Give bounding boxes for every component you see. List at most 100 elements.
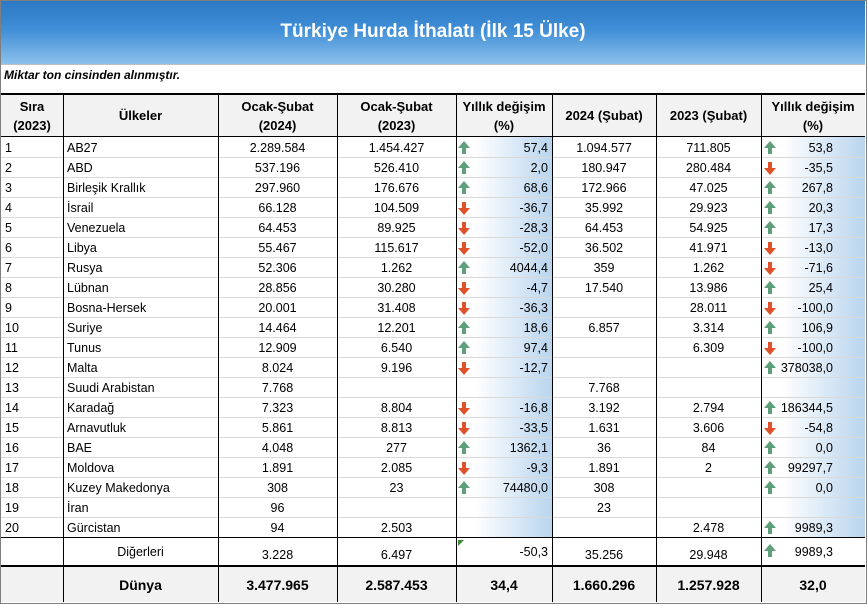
up-arrow-icon xyxy=(764,181,776,188)
down-arrow-icon xyxy=(764,268,776,275)
row-divider xyxy=(1,177,865,178)
unit-note: Miktar ton cinsinden alınmıştır. xyxy=(4,68,181,82)
down-arrow-icon xyxy=(458,468,470,475)
arrow-stem xyxy=(768,188,772,194)
cell-country: Moldova xyxy=(67,461,115,475)
cell-rank: 4 xyxy=(5,201,12,215)
cell-s2024: 23 xyxy=(597,501,611,515)
arrow-stem xyxy=(768,162,772,168)
cell-ch2: 17,3 xyxy=(808,221,833,235)
arrow-stem xyxy=(768,468,772,474)
header-yillik-1-line1: Yıllık değişim xyxy=(462,99,546,114)
cell-os2024: 7.768 xyxy=(261,381,294,395)
header-ocak-2023-line2: (2023) xyxy=(377,118,416,133)
down-arrow-icon xyxy=(764,348,776,355)
cell-os2024: 64.453 xyxy=(258,221,297,235)
cell-rank: 17 xyxy=(5,461,19,475)
row-divider xyxy=(1,437,865,438)
cell-s2024 xyxy=(552,338,656,358)
up-arrow-icon xyxy=(458,341,470,348)
divider xyxy=(1,565,865,567)
cell-country: Arnavutluk xyxy=(67,421,127,435)
row-divider xyxy=(1,357,865,358)
cell-os2024: 5.861 xyxy=(261,421,294,435)
header-subat-2024: 2024 (Şubat) xyxy=(565,108,643,123)
arrow-stem xyxy=(462,328,466,334)
total-ch2: 32,0 xyxy=(799,577,827,593)
cell-country: Rusya xyxy=(67,261,103,275)
cell-ch2: 106,9 xyxy=(801,321,833,335)
header-sira-line1: Sıra xyxy=(19,99,45,114)
up-arrow-icon xyxy=(764,221,776,228)
others-s2024: 35.256 xyxy=(584,548,624,562)
cell-ch2: -100,0 xyxy=(797,301,833,315)
cell-s2023: 6.309 xyxy=(692,341,725,355)
cell-country: Suriye xyxy=(67,321,103,335)
cell-s2024: 1.094.577 xyxy=(576,141,632,155)
cell-os2024: 7.323 xyxy=(261,401,294,415)
up-arrow-icon xyxy=(764,461,776,468)
cell-os2024: 96 xyxy=(270,501,285,515)
cell-ch1: 74480,0 xyxy=(502,481,548,495)
row-divider xyxy=(1,457,865,458)
cell-ch1: 1362,1 xyxy=(509,441,548,455)
row-divider xyxy=(1,237,865,238)
others-s2023: 29.948 xyxy=(689,548,728,562)
cell-s2024: 64.453 xyxy=(584,221,624,235)
arrow-stem xyxy=(768,302,772,308)
row-divider xyxy=(1,497,865,498)
total-row-background xyxy=(1,566,865,602)
arrow-stem xyxy=(462,422,466,428)
cell-ch1: -52,0 xyxy=(519,241,549,255)
cell-ch2: 0,0 xyxy=(815,481,833,495)
cell-rank: 13 xyxy=(5,381,19,395)
cell-s2023 xyxy=(656,358,761,378)
cell-country: Kuzey Makedonya xyxy=(67,481,170,495)
cell-country: BAE xyxy=(67,441,93,455)
cell-s2023: 2 xyxy=(705,461,712,475)
cell-ch1: 57,4 xyxy=(523,141,548,155)
arrow-stem xyxy=(768,288,772,294)
up-arrow-icon xyxy=(458,481,470,488)
others-ch1: -50,3 xyxy=(519,545,549,559)
cell-os2023 xyxy=(337,378,456,398)
cell-os2024: 1.891 xyxy=(261,461,294,475)
header-background xyxy=(1,95,865,137)
arrow-stem xyxy=(462,348,466,354)
up-arrow-icon xyxy=(764,544,776,551)
cell-rank: 18 xyxy=(5,481,19,495)
cell-ch1: -12,7 xyxy=(519,361,549,375)
cell-rank: 6 xyxy=(5,241,12,255)
cell-os2024: 4.048 xyxy=(261,441,294,455)
cell-s2023: 2.794 xyxy=(692,401,725,415)
cell-s2023: 29.923 xyxy=(689,201,728,215)
cell-s2024: 7.768 xyxy=(588,381,620,395)
cell-ch2: 186344,5 xyxy=(780,401,833,415)
arrow-stem xyxy=(462,282,466,288)
cell-s2024: 359 xyxy=(593,261,615,275)
arrow-stem xyxy=(462,402,466,408)
cell-ch2: 99297,7 xyxy=(787,461,833,475)
row-divider xyxy=(1,257,865,258)
down-arrow-icon xyxy=(458,288,470,295)
cell-os2023: 115.617 xyxy=(374,241,419,255)
cell-s2023 xyxy=(656,478,761,498)
cell-os2023: 1.262 xyxy=(380,261,413,275)
cell-s2023: 1.262 xyxy=(692,261,725,275)
row-divider xyxy=(1,417,865,418)
cell-ch2: 53,8 xyxy=(808,141,833,155)
up-arrow-icon xyxy=(458,181,470,188)
cell-ch1: -36,3 xyxy=(519,301,549,315)
cell-os2023: 30.280 xyxy=(377,281,416,295)
cell-ch1: -33,5 xyxy=(519,421,549,435)
cell-os2023: 23 xyxy=(389,481,404,495)
total-os2024: 3.477.965 xyxy=(246,577,309,593)
cell-country: İran xyxy=(67,501,89,515)
cell-s2023: 28.011 xyxy=(689,301,728,315)
down-arrow-icon xyxy=(764,168,776,175)
cell-ch1 xyxy=(456,498,548,518)
header-ocak-2024-line1: Ocak-Şubat xyxy=(241,99,314,114)
cell-os2023: 8.813 xyxy=(380,421,413,435)
up-arrow-icon xyxy=(458,441,470,448)
cell-os2023: 526.410 xyxy=(373,161,420,175)
